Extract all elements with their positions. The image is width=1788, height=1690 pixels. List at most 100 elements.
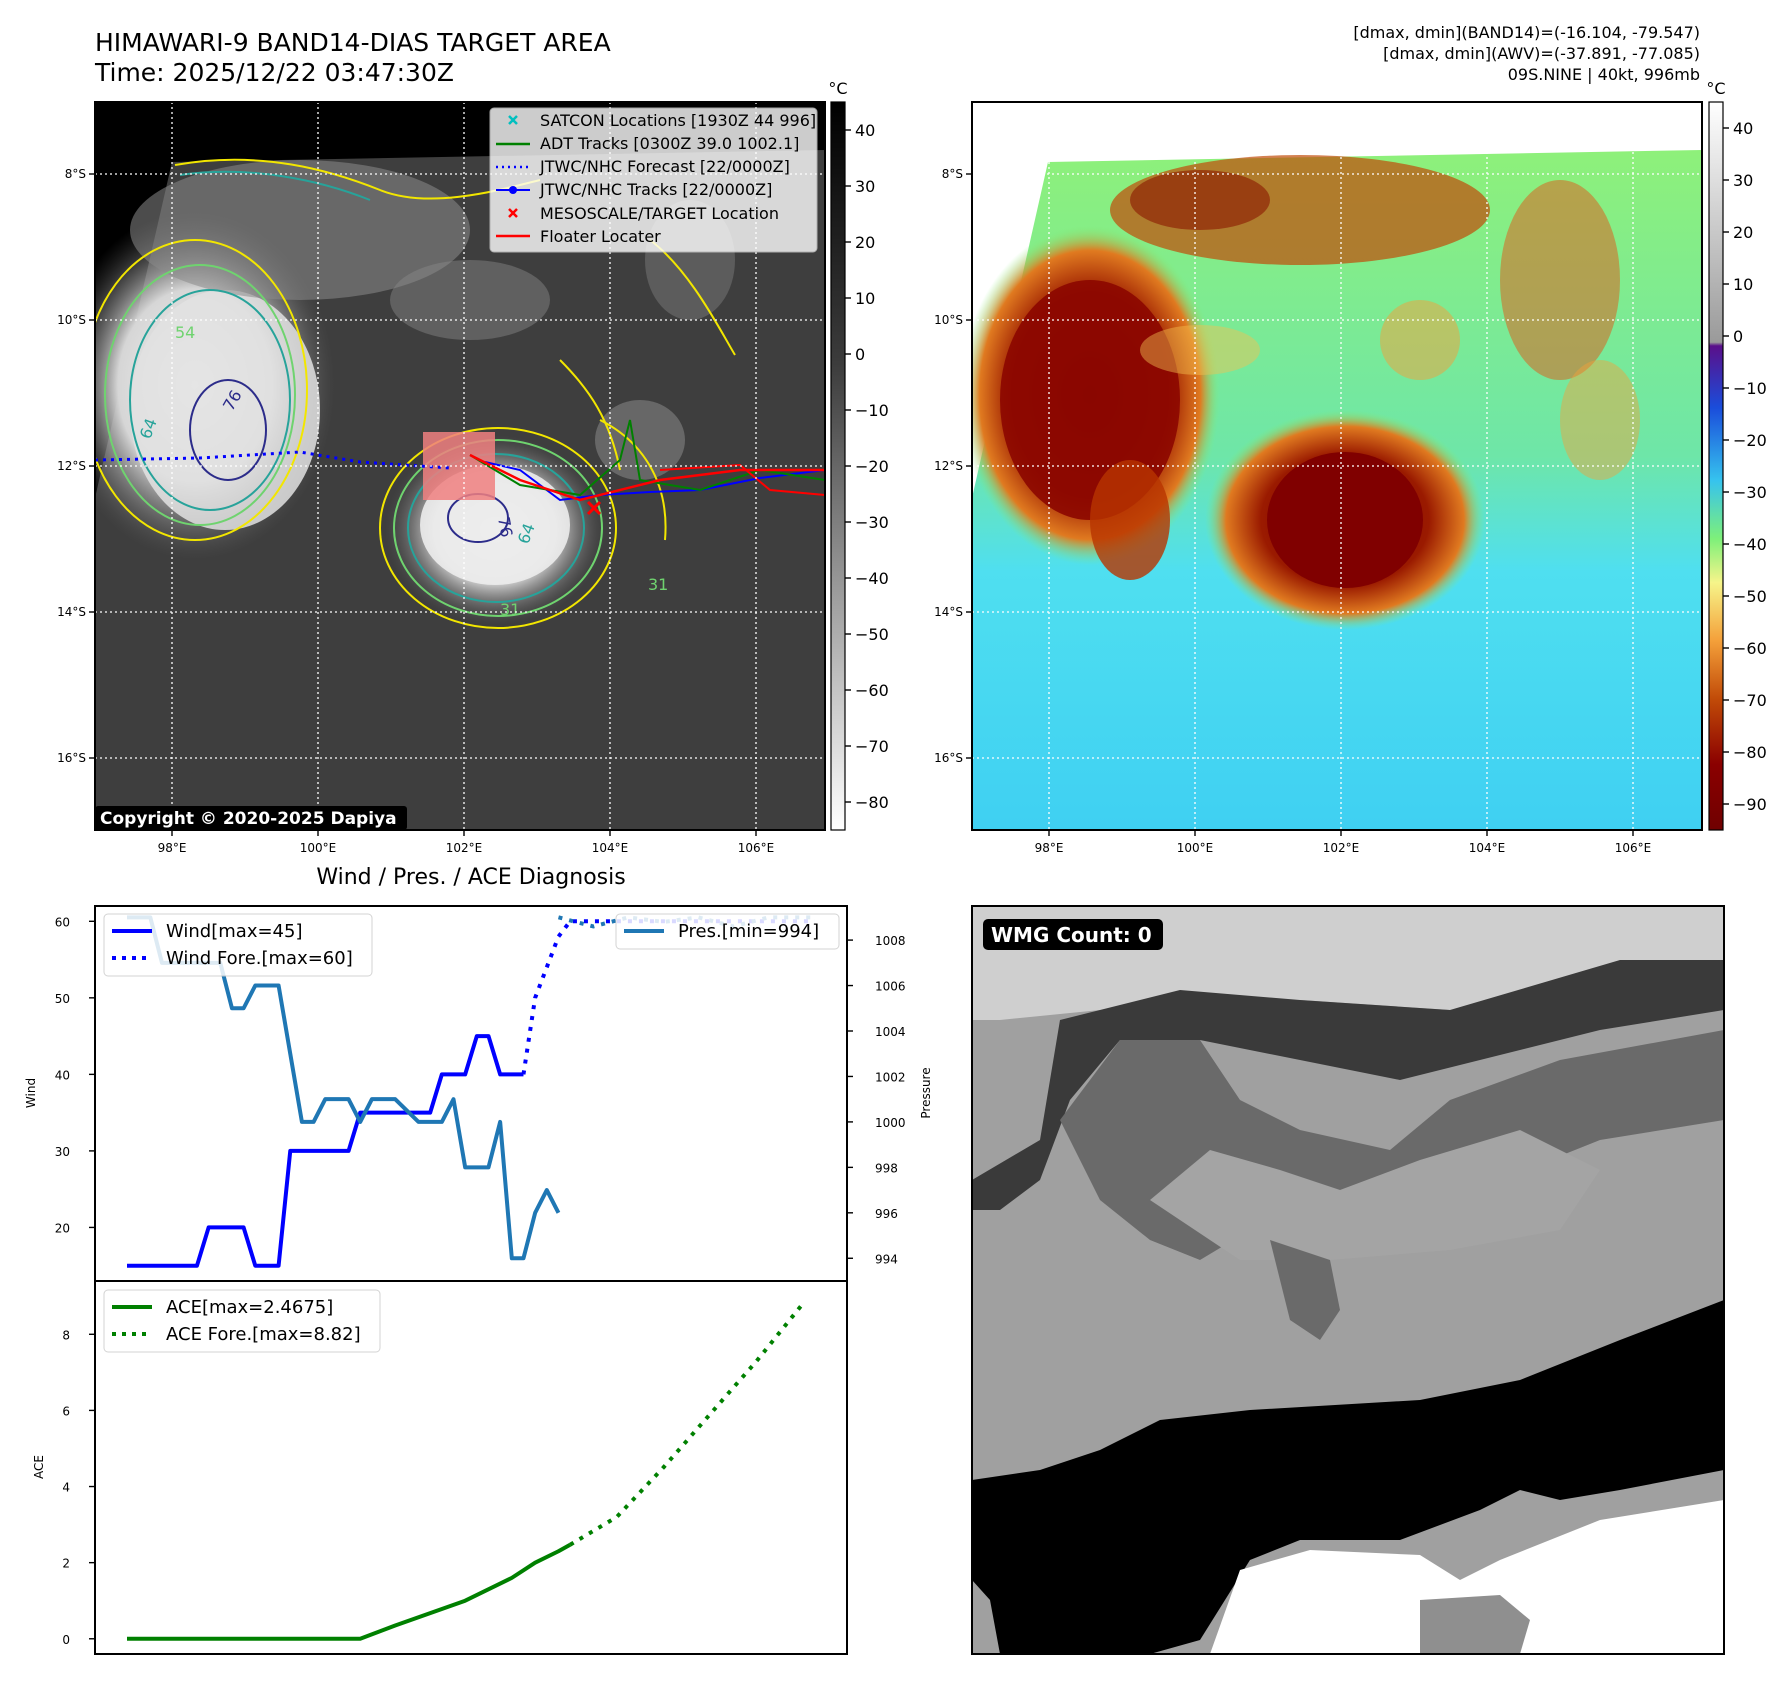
legend-satcon: SATCON Locations [1930Z 44 996] <box>508 111 816 130</box>
colorbar-tick-label: −60 <box>855 681 889 700</box>
lat-label: 10°S <box>934 313 963 327</box>
colorbar-tick-label: 0 <box>1733 327 1743 346</box>
pressure-ylabel: Pressure <box>919 1067 933 1118</box>
colorbar-tick-label: −40 <box>1733 535 1767 554</box>
y2-tick-label: 1004 <box>875 1025 906 1039</box>
lon-label: 98°E <box>158 841 187 855</box>
colorbar-tick-label: −20 <box>855 457 889 476</box>
colorbar-tick-label: 20 <box>1733 223 1753 242</box>
legend-label: JTWC/NHC Tracks [22/0000Z] <box>539 180 772 199</box>
legend-label: Pres.[min=994] <box>678 921 819 942</box>
wmg-count-text: WMG Count: 0 <box>991 923 1152 947</box>
gray-colorbar: °C 40 30 20 10 0 −10 −20 −30 −40 −50 −60 −70 −80 <box>828 79 889 831</box>
colorbar-tick-label: 0 <box>855 345 865 364</box>
colorbar-tick-label: 30 <box>1733 171 1753 190</box>
series-line-1 <box>569 1301 805 1547</box>
copyright-badge <box>95 806 407 830</box>
awv-map <box>972 102 1702 830</box>
wmg-panel <box>972 906 1724 1654</box>
color-colorbar: °C 40 30 20 10 0 −10 −20 −30 −40 −50 −60 −70 −80 −90 <box>1706 79 1767 831</box>
wind-legend: Wind[max=45] Wind Fore.[max=60] <box>103 913 373 977</box>
colorbar-tick-label: −70 <box>855 737 889 756</box>
info-band14: [dmax, dmin](BAND14)=(-16.104, -79.547) <box>1353 23 1700 42</box>
colorbar-tick-label: 10 <box>1733 275 1753 294</box>
lon-label: 100°E <box>300 841 337 855</box>
lon-label: 104°E <box>592 841 629 855</box>
contour-label: 54 <box>175 323 195 342</box>
lat-label: 16°S <box>57 751 86 765</box>
colorbar-tick-label: −30 <box>855 513 889 532</box>
lat-label: 14°S <box>57 605 86 619</box>
colorbar-tick-label: −50 <box>855 625 889 644</box>
legend-label: ADT Tracks [0300Z 39.0 1002.1] <box>540 134 799 153</box>
contour-label: 31 <box>648 575 668 594</box>
colorbar-unit: °C <box>828 79 847 98</box>
contour-label: 76 <box>494 515 516 538</box>
mesoscale-target-box <box>423 432 495 500</box>
y2-tick-label: 1008 <box>875 934 906 948</box>
lon-label: 102°E <box>1323 841 1360 855</box>
ace-legend: ACE[max=2.4675] ACE Fore.[max=8.82] <box>103 1289 381 1353</box>
colorbar-tick-label: −20 <box>1733 431 1767 450</box>
series-line-0 <box>127 1034 524 1268</box>
ir-axis-labels: 8°S 10°S 12°S 14°S 16°S 98°E 100°E 102°E… <box>57 167 774 855</box>
y-tick-label: 60 <box>55 915 70 929</box>
colorbar-tick-label: −50 <box>1733 587 1767 606</box>
colorbar-tick-label: 30 <box>855 177 875 196</box>
colorbar-tick-label: 40 <box>855 121 875 140</box>
colorbar-unit: °C <box>1706 79 1725 98</box>
legend-label: JTWC/NHC Forecast [22/0000Z] <box>539 157 790 176</box>
y-tick-label: 4 <box>62 1481 70 1495</box>
lat-label: 16°S <box>934 751 963 765</box>
series-line-2 <box>127 915 561 1261</box>
legend-label: Wind Fore.[max=60] <box>166 948 353 969</box>
y2-tick-label: 1006 <box>875 980 906 994</box>
lon-label: 106°E <box>738 841 775 855</box>
legend-dot-icon <box>509 186 517 194</box>
colorbar-tick-label: −70 <box>1733 691 1767 710</box>
lat-label: 10°S <box>57 313 86 327</box>
ace-ylabel: ACE <box>32 1455 46 1479</box>
colorbar-tick-label: −40 <box>855 569 889 588</box>
lon-label: 98°E <box>1035 841 1064 855</box>
lat-label: 8°S <box>942 167 963 181</box>
lat-label: 12°S <box>57 459 86 473</box>
y-tick-label: 0 <box>62 1633 70 1647</box>
lat-label: 8°S <box>65 167 86 181</box>
y2-tick-label: 1002 <box>875 1070 906 1084</box>
y-tick-label: 6 <box>62 1404 70 1418</box>
map-legend: SATCON Locations [1930Z 44 996] ADT Trac… <box>489 107 818 253</box>
y2-tick-label: 996 <box>875 1207 898 1221</box>
legend-label: MESOSCALE/TARGET Location <box>540 204 779 223</box>
lat-label: 14°S <box>934 605 963 619</box>
colorbar-tick-label: 10 <box>855 289 875 308</box>
y-tick-label: 50 <box>55 992 70 1006</box>
y-tick-label: 20 <box>55 1221 70 1235</box>
copyright-text: Copyright © 2020-2025 Dapiya <box>100 809 397 829</box>
legend-mesoscale: MESOSCALE/TARGET Location <box>508 204 779 223</box>
legend-x-marker-icon <box>508 208 518 218</box>
colorbar-tick-label: −30 <box>1733 483 1767 502</box>
legend-label: ACE Fore.[max=8.82] <box>166 1324 361 1345</box>
legend-x-marker-icon <box>508 115 518 125</box>
legend-jtwc-forecast: JTWC/NHC Forecast [22/0000Z] <box>496 157 790 176</box>
lon-label: 106°E <box>1615 841 1652 855</box>
colorbar-tick-label: 40 <box>1733 119 1753 138</box>
colorbar-tick-label: −10 <box>855 401 889 420</box>
legend-adt: ADT Tracks [0300Z 39.0 1002.1] <box>496 134 799 153</box>
lat-label: 12°S <box>934 459 963 473</box>
legend-floater: Floater Locater <box>496 227 661 246</box>
wmg-count-badge <box>983 919 1163 950</box>
colorbar-tick-label: −10 <box>1733 379 1767 398</box>
lon-label: 102°E <box>446 841 483 855</box>
legend-label: ACE[max=2.4675] <box>166 1297 333 1318</box>
series-line-0 <box>127 1543 572 1641</box>
y-tick-label: 40 <box>55 1068 70 1082</box>
y-tick-label: 2 <box>62 1557 70 1571</box>
legend-jtwc-tracks: JTWC/NHC Tracks [22/0000Z] <box>496 180 772 199</box>
colorbar-tick-label: −60 <box>1733 639 1767 658</box>
y2-tick-label: 994 <box>875 1252 898 1266</box>
lon-label: 100°E <box>1177 841 1214 855</box>
wind-ylabel: Wind <box>24 1078 38 1108</box>
storm-info: 09S.NINE | 40kt, 996mb <box>1508 65 1700 84</box>
